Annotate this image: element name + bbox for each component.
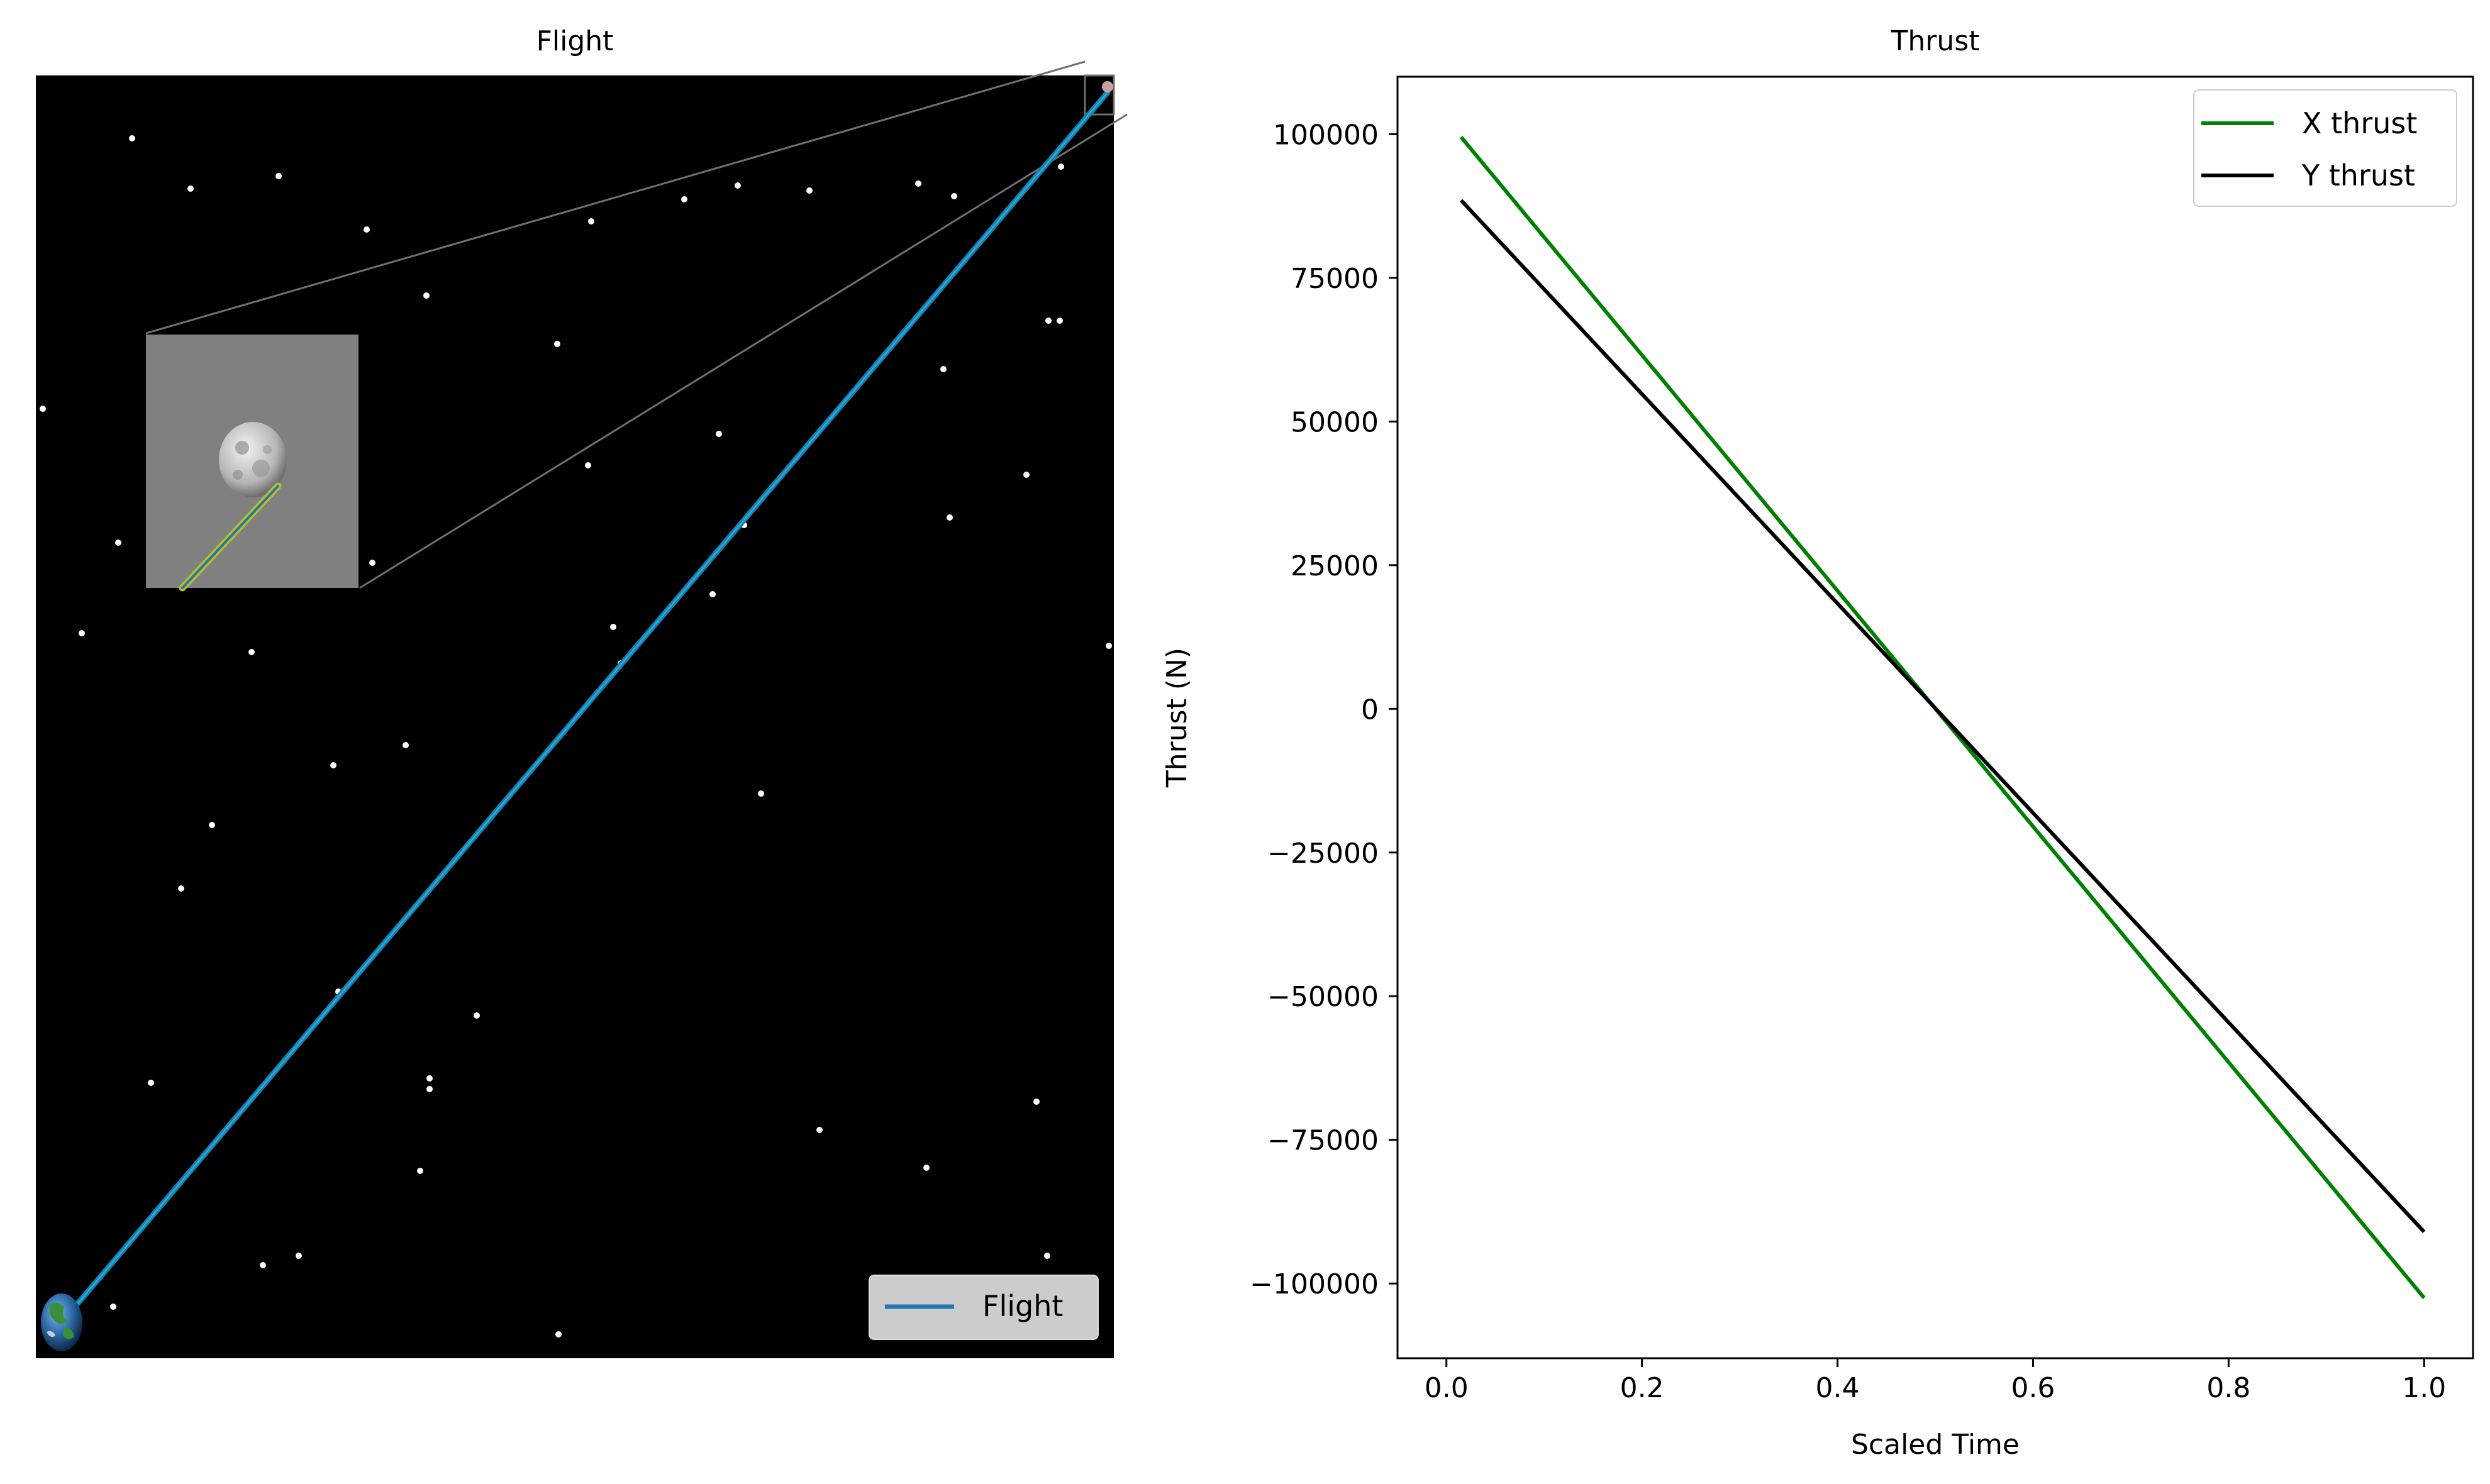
y-thrust-line <box>1459 199 2426 1233</box>
y-tick-label: −25000 <box>1267 838 1379 870</box>
y-tick-label: 75000 <box>1291 263 1379 295</box>
y-tick-label: −100000 <box>1250 1268 1379 1300</box>
star-dot <box>806 187 813 194</box>
earth-icon <box>41 1293 82 1351</box>
star-dot <box>588 218 594 224</box>
star-dot <box>1044 1253 1050 1259</box>
thrust-axes-frame <box>1396 75 2474 1359</box>
star-dot <box>554 341 560 347</box>
x-tick-label: 0.0 <box>1425 1372 1469 1404</box>
thrust-plot: 0.0 0.2 0.4 0.6 0.8 1.0 100000 75000 50000 25000 0… <box>1161 75 2474 1461</box>
star-dot <box>1045 318 1052 324</box>
star-dot <box>585 462 591 468</box>
star-dot <box>178 885 184 892</box>
inset-connector-line <box>145 60 1086 335</box>
thrust-x-axis-label: Scaled Time <box>1851 1429 2020 1461</box>
star-dot <box>735 182 741 189</box>
star-dot <box>364 226 370 233</box>
flight-legend: Flight <box>869 1275 1099 1340</box>
legend-label-x-thrust: X thrust <box>2302 106 2417 140</box>
star-dot <box>426 1075 433 1082</box>
star-dot <box>209 822 215 828</box>
star-dot <box>417 1168 423 1174</box>
star-dot <box>1023 472 1030 478</box>
star-dot <box>260 1262 266 1268</box>
y-tick-label: 0 <box>1361 694 1379 726</box>
star-dot <box>403 742 409 748</box>
star-dot <box>426 1086 433 1092</box>
thrust-y-axis-label: Thrust (N) <box>1161 648 1193 788</box>
star-dot <box>369 560 375 566</box>
thrust-ticks: 0.0 0.2 0.4 0.6 0.8 1.0 100000 75000 50000 25000 0… <box>1250 119 2446 1404</box>
x-tick-label: 1.0 <box>2402 1372 2446 1404</box>
star-dot <box>758 790 764 797</box>
star-dot <box>40 406 46 412</box>
star-dot <box>940 366 947 372</box>
x-tick-label: 0.6 <box>2011 1372 2055 1404</box>
flight-plot: Flight <box>36 60 1128 1358</box>
star-dot <box>248 649 255 655</box>
star-dot <box>275 173 282 179</box>
thrust-series <box>1459 136 2426 1299</box>
star-dot <box>79 630 85 636</box>
star-dot <box>947 514 953 521</box>
flight-path-highlight <box>60 91 1109 1324</box>
x-tick-label: 0.4 <box>1816 1372 1860 1404</box>
star-dot <box>1057 318 1063 324</box>
y-tick-label: 50000 <box>1291 406 1379 438</box>
x-tick-label: 0.8 <box>2206 1372 2250 1404</box>
star-dot <box>115 540 121 546</box>
star-dot <box>816 1127 823 1133</box>
zoom-region-box <box>1084 74 1115 116</box>
star-dot <box>681 196 687 202</box>
star-dot <box>709 591 716 597</box>
moon-zoom-inset <box>146 335 358 592</box>
legend-label-flight: Flight <box>982 1289 1063 1323</box>
x-tick-label: 0.2 <box>1620 1372 1664 1404</box>
star-field <box>40 135 1112 1337</box>
star-dot <box>716 431 722 437</box>
star-dot <box>187 186 194 192</box>
star-dot <box>423 292 430 299</box>
y-tick-label: −75000 <box>1267 1125 1379 1157</box>
thrust-title: Thrust <box>1891 25 1980 57</box>
star-dot <box>555 1331 562 1337</box>
moon-icon <box>1102 81 1113 92</box>
inset-moon-icon <box>219 422 287 497</box>
y-tick-label: 100000 <box>1273 119 1379 151</box>
y-tick-label: −50000 <box>1267 981 1379 1013</box>
star-dot <box>923 1165 930 1171</box>
star-dot <box>148 1080 154 1086</box>
y-tick-label: 25000 <box>1291 550 1379 582</box>
star-dot <box>330 762 336 768</box>
star-dot <box>1033 1099 1040 1105</box>
star-dot <box>915 180 921 187</box>
star-dot <box>1058 163 1064 170</box>
thrust-legend: X thrust Y thrust <box>2193 89 2457 207</box>
star-dot <box>951 193 957 199</box>
star-dot <box>474 1012 480 1019</box>
star-dot <box>610 624 616 630</box>
inset-flight-path-line <box>181 485 279 589</box>
inset-connector-line <box>359 113 1128 589</box>
legend-label-y-thrust: Y thrust <box>2301 158 2415 192</box>
star-dot <box>296 1253 302 1259</box>
star-dot <box>1106 643 1112 649</box>
flight-title: Flight <box>536 25 614 57</box>
star-dot <box>129 135 135 141</box>
legend-box <box>869 1275 1099 1340</box>
star-dot <box>110 1304 116 1310</box>
